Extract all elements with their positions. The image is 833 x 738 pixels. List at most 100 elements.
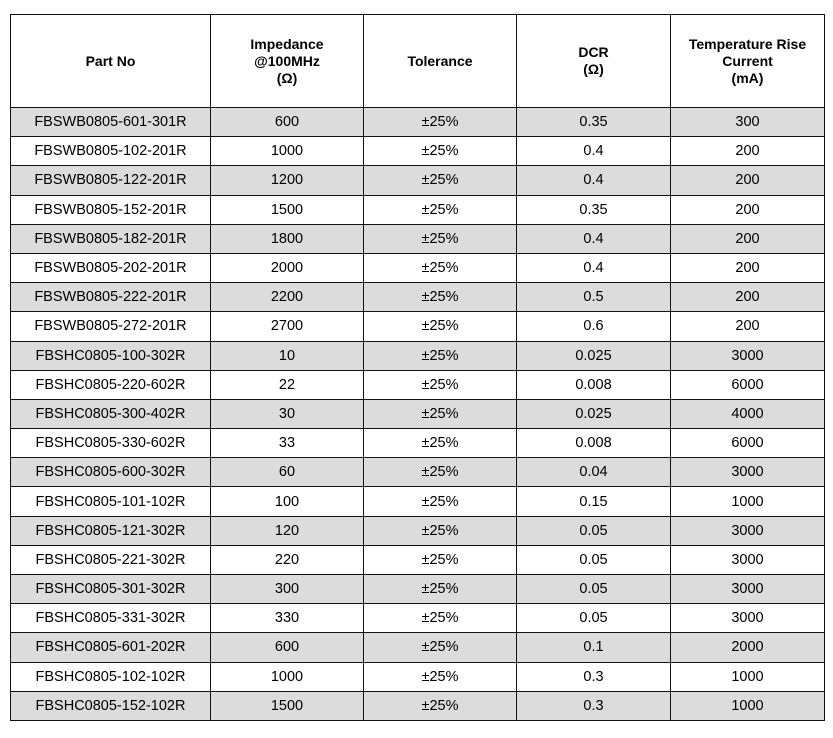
cell-dcr: 0.15	[516, 486, 671, 517]
cell-dcr: 0.05	[516, 515, 671, 546]
table-row: FBSHC0805-100-302R 10 ±25% 0.025 3000	[10, 340, 825, 371]
cell-current: 200	[670, 311, 825, 342]
cell-part-no: FBSWB0805-182-201R	[10, 223, 211, 254]
header-line: Current	[722, 52, 773, 69]
cell-dcr: 0.05	[516, 573, 671, 605]
table-row: FBSWB0805-222-201R 2200 ±25% 0.5 200	[10, 282, 825, 313]
cell-tolerance: ±25%	[363, 282, 517, 313]
cell-current: 3000	[670, 457, 825, 488]
cell-part-no: FBSHC0805-152-102R	[10, 690, 211, 721]
cell-part-no: FBSHC0805-301-302R	[10, 573, 211, 605]
cell-tolerance: ±25%	[363, 661, 517, 692]
header-line: @100MHz	[254, 52, 320, 69]
cell-impedance: 22	[210, 369, 364, 400]
table-row: FBSWB0805-182-201R 1800 ±25% 0.4 200	[10, 223, 825, 254]
header-line: Impedance	[250, 35, 324, 52]
cell-impedance: 2000	[210, 252, 364, 284]
table-row: FBSWB0805-202-201R 2000 ±25% 0.4 200	[10, 252, 825, 284]
cell-tolerance: ±25%	[363, 106, 517, 138]
cell-dcr: 0.05	[516, 544, 671, 576]
cell-dcr: 0.3	[516, 690, 671, 721]
cell-current: 3000	[670, 340, 825, 371]
cell-impedance: 60	[210, 457, 364, 488]
header-line: Temperature Rise	[688, 35, 807, 52]
cell-current: 200	[670, 252, 825, 284]
cell-dcr: 0.5	[516, 282, 671, 313]
cell-part-no: FBSWB0805-272-201R	[10, 311, 211, 342]
cell-current: 1000	[670, 486, 825, 517]
cell-impedance: 1200	[210, 165, 364, 196]
header-line: Tolerance	[407, 52, 473, 69]
table-row: FBSHC0805-331-302R 330 ±25% 0.05 3000	[10, 603, 825, 634]
header-line: (Ω)	[276, 69, 298, 86]
cell-impedance: 100	[210, 486, 364, 517]
cell-tolerance: ±25%	[363, 398, 517, 430]
cell-dcr: 0.4	[516, 165, 671, 196]
table-row: FBSWB0805-152-201R 1500 ±25% 0.35 200	[10, 194, 825, 225]
cell-tolerance: ±25%	[363, 603, 517, 634]
cell-current: 3000	[670, 603, 825, 634]
cell-part-no: FBSHC0805-221-302R	[10, 544, 211, 576]
table-row: FBSHC0805-101-102R 100 ±25% 0.15 1000	[10, 486, 825, 517]
header-line: DCR	[578, 44, 609, 60]
cell-dcr: 0.025	[516, 398, 671, 430]
cell-current: 2000	[670, 632, 825, 663]
cell-current: 200	[670, 165, 825, 196]
header-line: Part No	[85, 52, 136, 69]
table-row: FBSWB0805-272-201R 2700 ±25% 0.6 200	[10, 311, 825, 342]
cell-part-no: FBSWB0805-122-201R	[10, 165, 211, 196]
header-line: (Ω)	[583, 61, 604, 77]
cell-impedance: 1000	[210, 661, 364, 692]
cell-current: 200	[670, 194, 825, 225]
cell-dcr: 0.4	[516, 252, 671, 284]
cell-impedance: 120	[210, 515, 364, 546]
table-row: FBSHC0805-300-402R 30 ±25% 0.025 4000	[10, 398, 825, 430]
cell-part-no: FBSHC0805-601-202R	[10, 632, 211, 663]
cell-impedance: 1500	[210, 194, 364, 225]
cell-dcr: 0.04	[516, 457, 671, 488]
cell-impedance: 2700	[210, 311, 364, 342]
table-row: FBSWB0805-601-301R 600 ±25% 0.35 300	[10, 106, 825, 138]
cell-current: 3000	[670, 573, 825, 605]
cell-part-no: FBSHC0805-330-602R	[10, 428, 211, 459]
cell-tolerance: ±25%	[363, 486, 517, 517]
cell-tolerance: ±25%	[363, 340, 517, 371]
cell-tolerance: ±25%	[363, 252, 517, 284]
cell-current: 1000	[670, 661, 825, 692]
table-row: FBSHC0805-600-302R 60 ±25% 0.04 3000	[10, 457, 825, 488]
cell-current: 200	[670, 223, 825, 254]
cell-tolerance: ±25%	[363, 515, 517, 546]
cell-impedance: 2200	[210, 282, 364, 313]
cell-dcr: 0.008	[516, 428, 671, 459]
table-row: FBSHC0805-221-302R 220 ±25% 0.05 3000	[10, 544, 825, 576]
cell-dcr: 0.4	[516, 136, 671, 167]
cell-tolerance: ±25%	[363, 136, 517, 167]
cell-part-no: FBSWB0805-102-201R	[10, 136, 211, 167]
cell-dcr: 0.6	[516, 311, 671, 342]
cell-part-no: FBSWB0805-152-201R	[10, 194, 211, 225]
cell-impedance: 600	[210, 632, 364, 663]
cell-impedance: 1500	[210, 690, 364, 721]
table-header: Part No Impedance @100MHz (Ω) Tolerance DCR (Ω…	[10, 14, 825, 108]
cell-tolerance: ±25%	[363, 544, 517, 576]
table-row: FBSHC0805-152-102R 1500 ±25% 0.3 1000	[10, 690, 825, 721]
table-row: FBSHC0805-220-602R 22 ±25% 0.008 6000	[10, 369, 825, 400]
table-body: FBSWB0805-601-301R 600 ±25% 0.35 300 FBSWB080…	[10, 106, 825, 721]
cell-current: 6000	[670, 369, 825, 400]
cell-impedance: 30	[210, 398, 364, 430]
cell-part-no: FBSHC0805-102-102R	[10, 661, 211, 692]
cell-current: 3000	[670, 515, 825, 546]
cell-dcr: 0.3	[516, 661, 671, 692]
table-row: FBSHC0805-330-602R 33 ±25% 0.008 6000	[10, 428, 825, 459]
table-row: FBSHC0805-121-302R 120 ±25% 0.05 3000	[10, 515, 825, 546]
header-line: (mA)	[731, 69, 764, 86]
cell-current: 3000	[670, 544, 825, 576]
cell-dcr: 0.35	[516, 194, 671, 225]
cell-tolerance: ±25%	[363, 573, 517, 605]
cell-impedance: 600	[210, 106, 364, 138]
cell-tolerance: ±25%	[363, 428, 517, 459]
cell-part-no: FBSWB0805-601-301R	[10, 106, 211, 138]
header-part-no: Part No	[10, 14, 211, 108]
cell-part-no: FBSHC0805-100-302R	[10, 340, 211, 371]
cell-tolerance: ±25%	[363, 457, 517, 488]
